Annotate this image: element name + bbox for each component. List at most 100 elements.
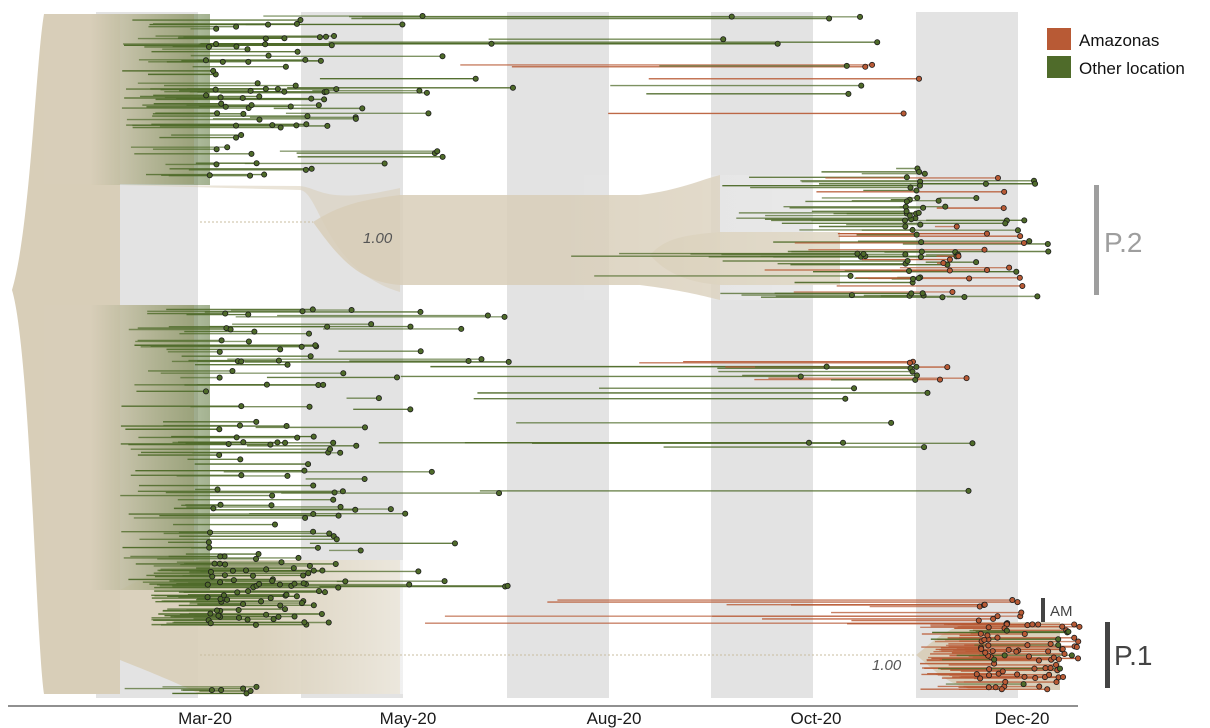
tip-marker bbox=[220, 592, 227, 599]
tip-marker bbox=[276, 581, 283, 588]
am-clade-bracket: AM bbox=[1041, 598, 1073, 622]
tip-marker bbox=[310, 433, 317, 440]
tip-marker bbox=[342, 578, 349, 585]
tip-marker bbox=[216, 374, 223, 381]
tip-marker bbox=[333, 536, 340, 543]
tip-marker bbox=[416, 87, 423, 94]
tip-marker bbox=[262, 41, 269, 48]
tip-marker bbox=[977, 630, 984, 637]
tip-marker bbox=[203, 92, 210, 99]
tip-marker bbox=[306, 403, 313, 410]
tip-marker bbox=[1045, 648, 1052, 655]
tip-marker bbox=[282, 63, 289, 70]
tip-marker bbox=[327, 446, 334, 453]
tip-marker bbox=[305, 330, 312, 337]
tip-marker bbox=[728, 13, 735, 20]
tip-marker bbox=[235, 607, 242, 614]
axis-tick-label-oct-20: Oct-20 bbox=[790, 709, 841, 728]
tip-marker bbox=[213, 40, 220, 47]
tip-marker bbox=[496, 490, 503, 497]
tip-marker bbox=[204, 594, 211, 601]
tip-marker bbox=[982, 180, 989, 187]
tip-marker bbox=[265, 52, 272, 59]
tip-marker bbox=[1029, 621, 1036, 628]
tip-marker bbox=[992, 684, 999, 691]
tip-marker bbox=[291, 580, 298, 587]
tip-marker bbox=[308, 95, 315, 102]
tip-marker bbox=[984, 632, 991, 639]
tip-marker bbox=[399, 21, 406, 28]
tip-marker bbox=[904, 257, 911, 264]
tip-marker bbox=[991, 656, 998, 663]
tip-marker bbox=[936, 376, 943, 383]
tip-marker bbox=[946, 267, 953, 274]
tip-marker bbox=[949, 288, 956, 295]
tip-marker bbox=[222, 561, 229, 568]
tip-marker bbox=[1053, 679, 1060, 686]
tip-marker bbox=[913, 363, 920, 370]
tip-marker bbox=[965, 487, 972, 494]
tip-marker bbox=[1055, 642, 1062, 649]
tip-marker bbox=[293, 593, 300, 600]
tip-marker bbox=[237, 456, 244, 463]
tip-marker bbox=[907, 184, 914, 191]
tip-marker bbox=[305, 570, 312, 577]
tip-marker bbox=[293, 20, 300, 27]
tip-marker bbox=[331, 489, 338, 496]
tip-marker bbox=[244, 46, 251, 53]
tip-marker bbox=[238, 403, 245, 410]
tip-marker bbox=[983, 230, 990, 237]
tip-marker bbox=[320, 381, 327, 388]
tip-marker bbox=[920, 204, 927, 211]
tip-marker bbox=[229, 567, 236, 574]
tip-marker bbox=[1024, 622, 1031, 629]
tip-marker bbox=[218, 337, 225, 344]
tip-marker bbox=[1001, 652, 1008, 659]
tip-marker bbox=[851, 385, 858, 392]
tip-marker bbox=[924, 389, 931, 396]
tip-marker bbox=[348, 307, 355, 314]
legend-swatch-amazonas bbox=[1047, 28, 1071, 50]
tip-marker bbox=[268, 502, 275, 509]
tip-marker bbox=[245, 58, 252, 65]
tip-marker bbox=[254, 80, 261, 87]
tip-marker bbox=[986, 672, 993, 679]
tip-marker bbox=[269, 577, 276, 584]
month-bands bbox=[96, 12, 1018, 698]
tip-marker bbox=[213, 161, 220, 168]
tip-marker bbox=[1059, 646, 1066, 653]
tip-marker bbox=[326, 530, 333, 537]
tip-marker bbox=[328, 42, 335, 49]
tip-marker bbox=[206, 172, 213, 179]
tip-marker bbox=[310, 567, 317, 574]
tip-marker bbox=[267, 595, 274, 602]
tip-marker bbox=[205, 43, 212, 50]
tip-marker bbox=[301, 619, 308, 626]
tip-marker bbox=[274, 439, 281, 446]
tip-marker bbox=[415, 568, 422, 575]
tip-marker bbox=[301, 467, 308, 474]
tip-marker bbox=[1021, 673, 1028, 680]
tip-marker bbox=[1003, 627, 1010, 634]
tip-marker bbox=[848, 292, 855, 299]
tip-marker bbox=[297, 17, 304, 24]
tip-marker bbox=[244, 616, 251, 623]
tip-marker bbox=[216, 452, 223, 459]
tip-marker bbox=[298, 343, 305, 350]
tip-marker bbox=[324, 323, 331, 330]
tip-marker bbox=[1002, 220, 1009, 227]
p2-support-value: 1.00 bbox=[363, 230, 393, 247]
tip-marker bbox=[240, 110, 247, 117]
tip-marker bbox=[1076, 623, 1083, 630]
tip-marker bbox=[1050, 654, 1057, 661]
time-axis: Mar-20 May-20 Aug-20 Oct-20 Dec-20 bbox=[8, 705, 1078, 728]
tip-marker bbox=[224, 596, 231, 603]
tip-marker bbox=[284, 361, 291, 368]
tip-marker bbox=[417, 348, 424, 355]
tip-marker bbox=[1036, 683, 1043, 690]
tip-marker bbox=[939, 294, 946, 301]
tip-marker bbox=[238, 472, 245, 479]
tip-marker bbox=[310, 602, 317, 609]
tip-marker bbox=[361, 475, 368, 482]
tip-marker bbox=[1059, 623, 1066, 630]
